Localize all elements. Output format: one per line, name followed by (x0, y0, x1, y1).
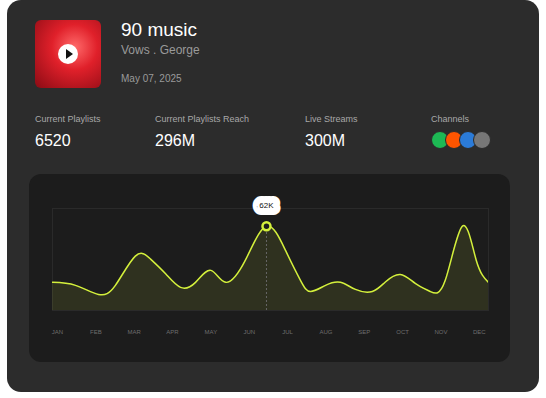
html-text:Current Playlists: Current Playlists (35, 114, 101, 124)
svg-text:62K: 62K (259, 201, 274, 210)
svg-text:JAN: JAN (52, 329, 63, 335)
svg-text:MAR: MAR (128, 329, 142, 335)
svg-text:FEB: FEB (90, 329, 102, 335)
svg-text:DEC: DEC (473, 329, 486, 335)
html-text:296M: 296M (155, 132, 195, 149)
svg-text:MAY: MAY (205, 329, 218, 335)
svg-text:OCT: OCT (396, 329, 409, 335)
svg-text:SEP: SEP (358, 329, 370, 335)
svg-text:JUL: JUL (282, 329, 293, 335)
svg-text:JUN: JUN (243, 329, 255, 335)
html-text:6520: 6520 (35, 132, 71, 149)
html-text:Live Streams: Live Streams (305, 114, 358, 124)
svg-text:AUG: AUG (319, 329, 332, 335)
html-text:Channels: Channels (431, 114, 469, 124)
html-text:300M: 300M (305, 132, 345, 149)
html-text:Current Playlists Reach: Current Playlists Reach (155, 114, 249, 124)
svg-text:NOV: NOV (434, 329, 447, 335)
html-text:May 07, 2025: May 07, 2025 (121, 73, 182, 84)
html-text:Vows . George: Vows . George (121, 43, 200, 57)
svg-text:APR: APR (166, 329, 179, 335)
html-text:90 music: 90 music (121, 19, 197, 40)
